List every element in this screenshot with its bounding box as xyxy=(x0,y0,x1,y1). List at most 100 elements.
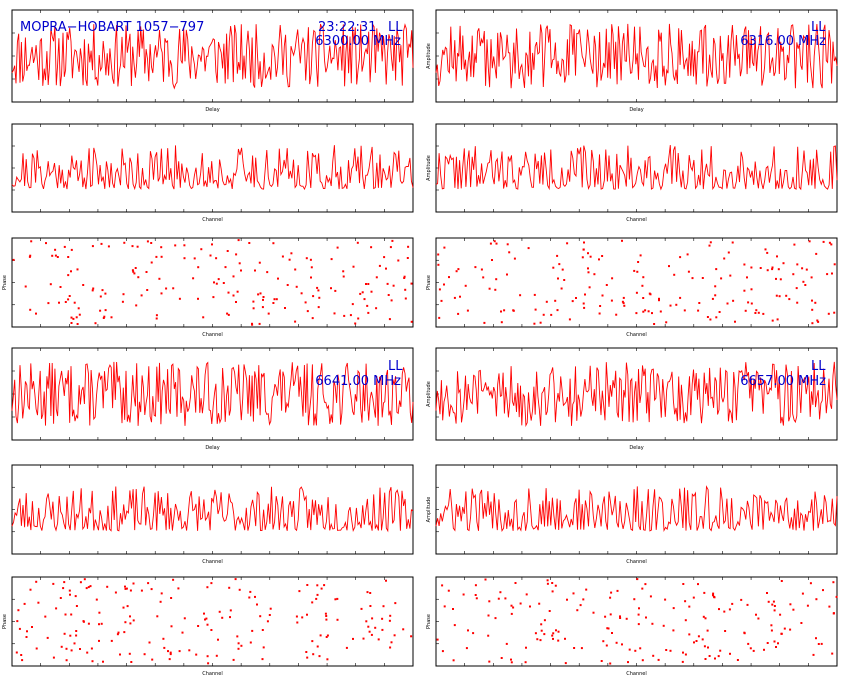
phase-4-point xyxy=(592,611,595,614)
phase-3-point xyxy=(393,634,396,637)
phase-4-point xyxy=(564,637,566,640)
phase-2-point xyxy=(715,316,718,319)
phase-1-point xyxy=(286,284,289,286)
phase-1-point xyxy=(150,261,153,264)
phase-1-point xyxy=(235,301,237,303)
phase-3-point xyxy=(132,582,135,585)
phase-2-point xyxy=(598,258,600,261)
phase-3-point xyxy=(210,629,213,631)
phase-1-point xyxy=(383,256,386,259)
phase-4-point xyxy=(627,661,629,664)
phase-3-point xyxy=(203,612,205,615)
phase-3-point xyxy=(35,647,38,650)
phase-1-point xyxy=(132,270,135,273)
phase-4-point xyxy=(452,608,454,610)
phase-4-point xyxy=(809,582,812,585)
phase-3-point xyxy=(70,649,73,652)
phase-2-point xyxy=(566,242,569,245)
phase-4-point xyxy=(684,619,687,622)
phase-4-point xyxy=(743,631,746,634)
phase-4-point xyxy=(672,607,675,610)
phase-2-point xyxy=(621,300,624,303)
phase-3-point xyxy=(73,642,76,645)
phase-4-point xyxy=(467,629,469,632)
phase-1-point xyxy=(137,276,140,279)
phase-1-point xyxy=(91,245,94,248)
phase-2-point xyxy=(779,278,782,281)
phase-2-point xyxy=(804,284,807,286)
phase-4-point xyxy=(822,589,824,592)
phase-4-point xyxy=(512,606,515,609)
phase-3-point xyxy=(62,587,65,590)
phase-2-point xyxy=(542,313,545,316)
phase-1-point xyxy=(388,318,391,321)
phase-1-point xyxy=(197,266,200,269)
phase-1-point xyxy=(178,297,181,300)
phase-1-point xyxy=(35,312,37,315)
phase-4-point xyxy=(609,662,612,665)
phase-3-point xyxy=(16,620,19,623)
phase-4-point xyxy=(704,617,707,620)
phase-1-point xyxy=(209,254,212,257)
phase-1-point xyxy=(59,286,62,288)
phase-3-point xyxy=(325,615,328,617)
phase-2-point xyxy=(534,308,537,311)
phase-2-point xyxy=(448,276,450,279)
phase-4-point xyxy=(638,607,640,610)
phase-3-point xyxy=(221,616,224,619)
phase-3-point xyxy=(316,584,319,587)
phase-3-point xyxy=(37,601,40,604)
phase-2-point xyxy=(747,301,750,304)
phase-3-point xyxy=(206,655,209,658)
phase-2-point xyxy=(701,277,704,279)
phase-2-point xyxy=(726,302,729,305)
phase-3-point xyxy=(269,607,272,610)
phase-2-point xyxy=(550,313,553,316)
phase-3-point xyxy=(20,654,23,656)
phase-2-point xyxy=(483,321,486,324)
phase-3-point xyxy=(116,633,119,636)
phase-2-point xyxy=(615,313,618,316)
phase-4-point xyxy=(712,592,715,595)
phase-4-point xyxy=(633,598,636,601)
phase-3-point xyxy=(218,610,221,613)
phase-4-point xyxy=(441,650,444,653)
phase-3-point xyxy=(268,614,271,616)
phase-3-point xyxy=(336,618,339,621)
phase-2-point xyxy=(642,310,645,313)
phase-1-ylabel: Phase xyxy=(2,275,8,290)
delay-2-panel: Delay Amplitude xyxy=(426,9,838,113)
phase-1-point xyxy=(309,258,312,261)
phase-2-point xyxy=(601,294,604,297)
phase-1-point xyxy=(146,240,149,243)
phase-3-point xyxy=(102,660,104,663)
phase-2-point xyxy=(556,254,559,257)
phase-2-point xyxy=(811,322,814,325)
phase-4-point xyxy=(628,648,631,651)
phase-4-point xyxy=(688,633,691,636)
phase-1-point xyxy=(237,239,240,242)
phase-1-point xyxy=(385,267,387,270)
phase-1-point xyxy=(102,317,105,319)
phase-4-point xyxy=(579,604,582,607)
phase-4-point xyxy=(443,605,446,608)
phase-1-point xyxy=(155,255,158,258)
phase-1-point xyxy=(56,256,59,258)
phase-4-point xyxy=(645,616,647,619)
phase-4-point xyxy=(529,605,531,608)
phase-1-point xyxy=(290,252,293,255)
phase-2-point xyxy=(545,300,548,303)
phase-2-point xyxy=(495,242,498,245)
delay-4-xlabel: Delay xyxy=(629,445,643,451)
phase-4-point xyxy=(621,643,623,646)
phase-1-point xyxy=(140,294,143,297)
phase-4-point xyxy=(452,659,455,662)
phase-4-point xyxy=(641,587,644,590)
phase-1-frame xyxy=(11,237,414,328)
phase-3-point xyxy=(74,595,77,598)
phase-1-point xyxy=(67,256,70,258)
delay-2-trace xyxy=(435,23,838,89)
channel-3-trace xyxy=(11,486,414,533)
phase-1-point xyxy=(104,309,107,312)
phase-3-point xyxy=(85,587,88,590)
